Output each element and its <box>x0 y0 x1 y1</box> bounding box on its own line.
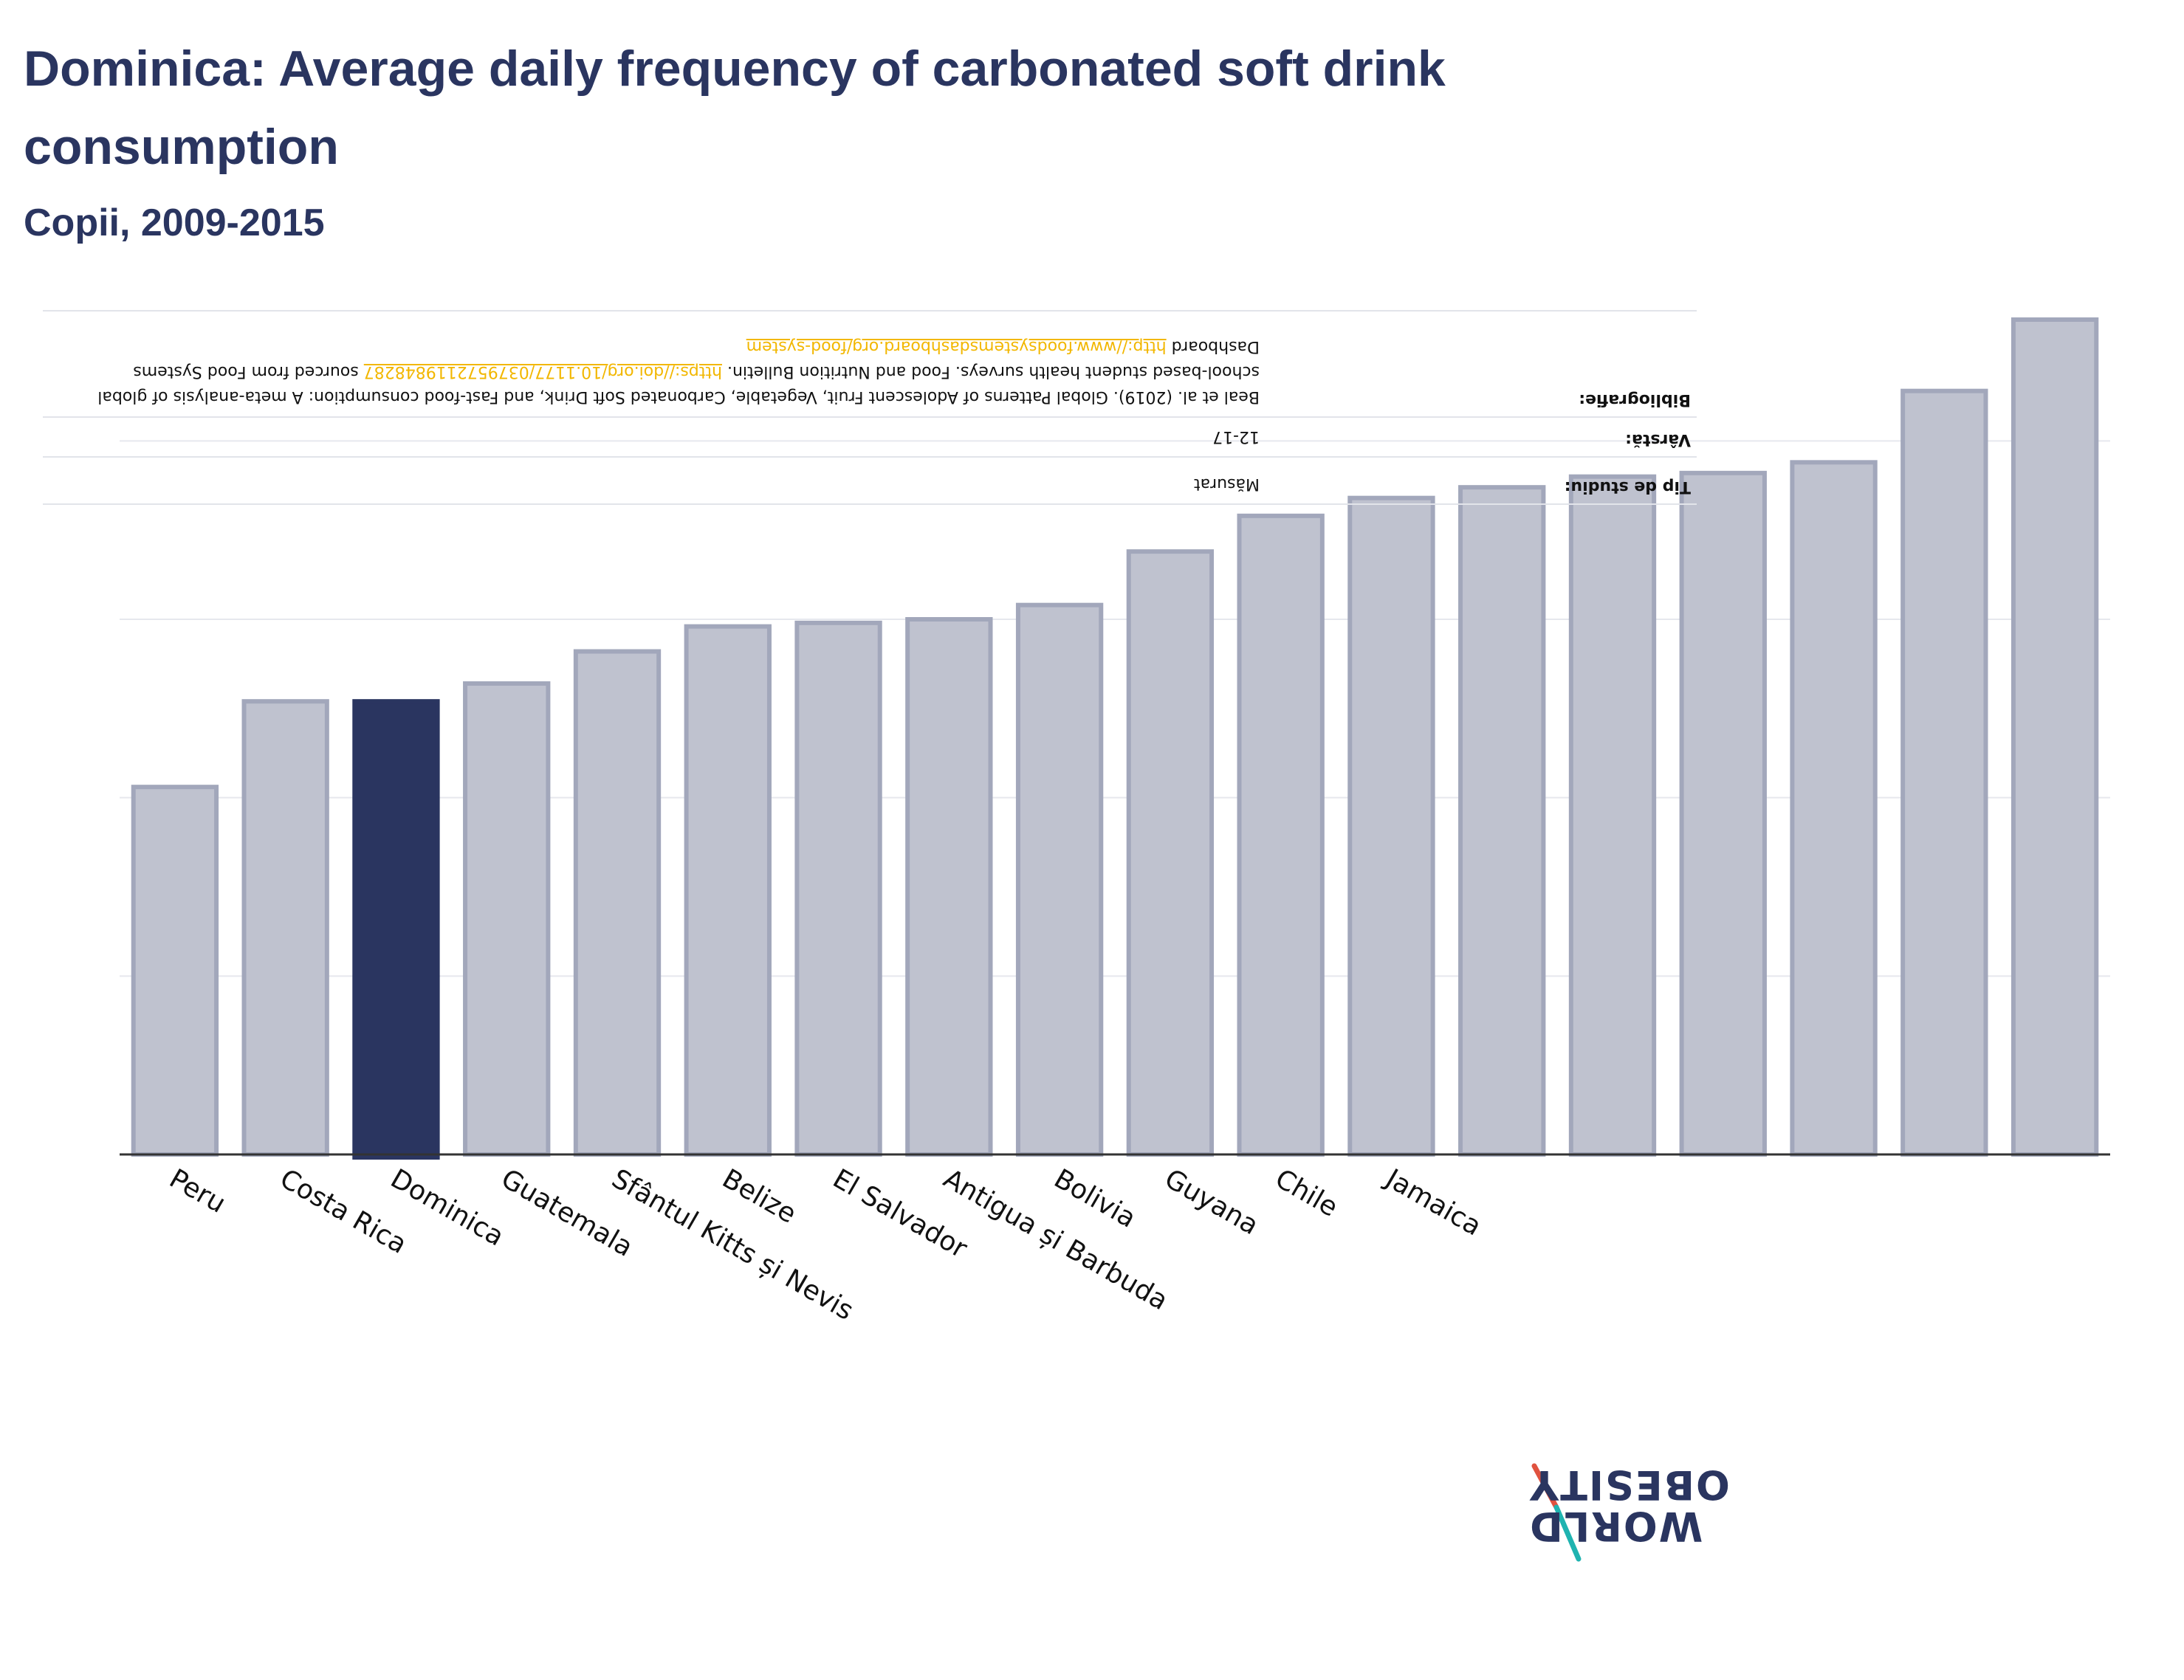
bar <box>794 620 882 1157</box>
x-tick-label: Guyana <box>1159 1163 1263 1241</box>
bibliography-label: Bibliografie: <box>1579 390 1691 409</box>
bar <box>1790 460 1878 1157</box>
bar <box>1015 602 1104 1157</box>
chart-title: Dominica: Average daily frequency of car… <box>24 41 1446 175</box>
study-type-value: Măsurat <box>1193 475 1260 493</box>
x-tick-label: Belize <box>717 1163 801 1229</box>
bar <box>131 785 219 1157</box>
bar <box>1900 388 1988 1157</box>
world-obesity-logo: OBESITY WORLD <box>1514 1462 1730 1565</box>
bar <box>1126 549 1215 1157</box>
bar <box>1679 470 1767 1157</box>
logo-slash-icon <box>1531 1463 1582 1562</box>
age-row: Vârstă: 12-17 <box>43 418 1697 458</box>
bars <box>131 317 2099 1160</box>
x-tick-label: Jamaica <box>1379 1163 1486 1242</box>
bar <box>573 649 662 1157</box>
bar <box>241 699 329 1157</box>
gridlines <box>120 440 2110 977</box>
study-type-row: Tip de studiu: Măsurat <box>43 458 1697 505</box>
chart-subtitle: Copii, 2009-2015 <box>24 202 325 244</box>
x-tick-label: Costa Rica <box>275 1163 411 1260</box>
bar <box>2010 317 2099 1157</box>
bar <box>684 624 772 1157</box>
x-tick-label: Chile <box>1270 1163 1343 1223</box>
bibliography-value: Beal et al. (2019). Global Patterns of A… <box>49 334 1260 409</box>
metadata-table: Tip de studiu: Măsurat Vârstă: 12-17 Bib… <box>43 310 1697 505</box>
logo-line-1: OBESITY <box>1528 1462 1730 1508</box>
bar <box>1347 495 1435 1157</box>
age-label: Vârstă: <box>1625 430 1691 449</box>
bar <box>1458 485 1546 1157</box>
logo-line-2: WORLD <box>1528 1503 1703 1549</box>
x-tick-label: Peru <box>164 1163 230 1219</box>
bar <box>1568 474 1657 1157</box>
bibliography-link[interactable]: https://doi.org/10.1177/0379572119848287 <box>363 362 722 381</box>
bibliography-row: Bibliografie: Beal et al. (2019). Global… <box>43 310 1697 418</box>
bar <box>463 681 551 1157</box>
age-value: 12-17 <box>1212 427 1260 446</box>
bar <box>905 617 993 1157</box>
study-type-label: Tip de studiu: <box>1564 478 1691 496</box>
bar <box>1237 513 1325 1157</box>
bar-highlight <box>352 699 440 1160</box>
source-link[interactable]: http://www.foodsystemsdashboard.org/food… <box>746 337 1167 356</box>
x-tick-label: Bolivia <box>1049 1163 1141 1234</box>
